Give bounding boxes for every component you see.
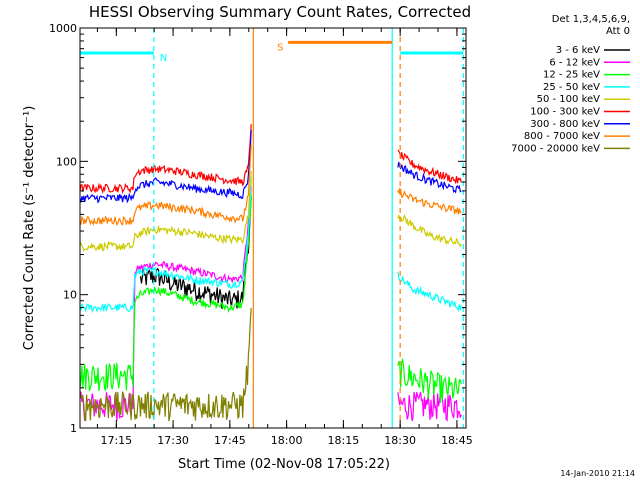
y-tick-label: 10 xyxy=(63,289,77,302)
y-tick-label: 1000 xyxy=(49,22,77,35)
series-line-6-12-keV-seg2 xyxy=(397,391,462,422)
y-tick-label: 100 xyxy=(56,155,77,168)
plot-area: N S 1 10 100 1000 17:15 17:30 17:45 18:00 18:15 18:… xyxy=(49,22,473,447)
x-tick-label: 18:45 xyxy=(441,434,473,447)
flag-label-night: N xyxy=(160,53,167,64)
x-tick-label: 17:15 xyxy=(100,434,132,447)
flag-label-saa: S xyxy=(277,42,283,53)
series-line-25-50-keV-seg1 xyxy=(79,176,252,314)
y-axis-label: Corrected Count Rate (s⁻¹ detector⁻¹) xyxy=(22,106,37,351)
legend-label-7000-20000-keV: 7000 - 20000 keV xyxy=(511,143,600,154)
x-tick-label: 17:45 xyxy=(214,434,246,447)
plot-frame xyxy=(79,27,467,429)
legend-label-12-25-keV: 12 - 25 keV xyxy=(543,70,600,81)
x-tick-label: 18:00 xyxy=(271,434,303,447)
series-line-300-800-keV-seg2 xyxy=(397,161,462,194)
legend-label-25-50-keV: 25 - 50 keV xyxy=(543,82,600,93)
x-tick-label: 18:15 xyxy=(328,434,360,447)
series-line-800-7000-keV-seg1 xyxy=(79,144,252,227)
series-line-7000-20000-keV xyxy=(79,308,252,422)
series-line-12-25-keV-seg2 xyxy=(397,357,462,404)
legend-label-300-800-keV: 300 - 800 keV xyxy=(530,119,600,130)
series-line-25-50-keV-seg2 xyxy=(397,271,462,312)
legend-header-line-1: Det 1,3,4,5,6,9, xyxy=(552,14,630,25)
series-line-800-7000-keV-seg2 xyxy=(397,187,462,215)
footer-date: 14-Jan-2010 21:14 xyxy=(560,469,635,478)
x-tick-label: 18:30 xyxy=(384,434,416,447)
legend-label-6-12-keV: 6 - 12 keV xyxy=(549,57,600,68)
series-line-50-100-keV-seg1 xyxy=(79,171,252,252)
legend-header-line-2: Att 0 xyxy=(606,26,630,37)
series-line-100-300-keV-seg1 xyxy=(79,124,252,195)
series-line-50-100-keV-seg2 xyxy=(397,214,462,248)
series-line-12-25-keV-seg1 xyxy=(79,193,252,392)
chart-title: HESSI Observing Summary Count Rates, Cor… xyxy=(89,3,471,21)
y-tick-label: 1 xyxy=(70,422,77,435)
series-line-3-6-keV xyxy=(139,197,252,309)
legend-label-800-7000-keV: 800 - 7000 keV xyxy=(524,131,600,142)
legend-label-50-100-keV: 50 - 100 keV xyxy=(537,94,601,105)
series-line-100-300-keV-seg2 xyxy=(397,149,462,185)
legend-label-3-6-keV: 3 - 6 keV xyxy=(556,45,600,56)
series-line-300-800-keV-seg1 xyxy=(79,129,252,204)
series-line-6-12-keV-seg1 xyxy=(79,186,252,422)
legend-label-100-300-keV: 100 - 300 keV xyxy=(530,107,600,118)
x-axis-label: Start Time (02-Nov-08 17:05:22) xyxy=(178,457,390,472)
x-tick-label: 17:30 xyxy=(157,434,189,447)
